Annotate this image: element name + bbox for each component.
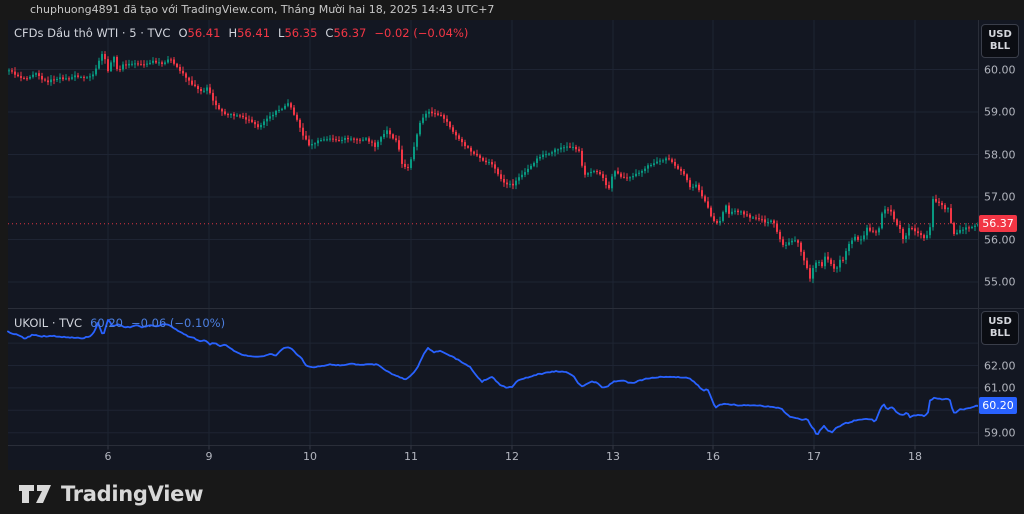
time-tick-13: 13 xyxy=(606,450,620,463)
ukoil-legend: UKOIL · TVC 60.20 −0.06 (−0.10%) xyxy=(14,316,225,330)
ukoil-price-tick-61.00: 61.00 xyxy=(984,381,1016,395)
wti-symbol-title: CFDs Dầu thô WTI · 5 · TVC xyxy=(14,26,171,40)
ukoil-unit-badge: USD BLL xyxy=(981,311,1019,345)
wti-price-tick-55.00: 55.00 xyxy=(984,275,1016,289)
wti-price-tick-58.00: 58.00 xyxy=(984,148,1016,161)
wti-price-tick-57.00: 57.00 xyxy=(984,190,1016,204)
wti-open-label: O xyxy=(178,26,188,40)
time-tick-11: 11 xyxy=(404,450,418,463)
ukoil-last-value: 60.20 xyxy=(90,316,124,330)
time-tick-18: 18 xyxy=(908,450,922,463)
ukoil-unit-measure: BLL xyxy=(989,328,1011,339)
tradingview-logo-text: TradingView xyxy=(61,482,204,506)
ukoil-symbol-title: UKOIL · TVC xyxy=(14,316,83,330)
wti-close-label: C xyxy=(325,26,334,40)
wti-last-price-tag: 56.37 xyxy=(979,215,1017,233)
time-tick-17: 17 xyxy=(807,450,821,463)
wti-close-value: 56.37 xyxy=(333,26,367,40)
ukoil-unit-currency: USD xyxy=(988,316,1012,327)
wti-price-tick-56.00: 56.00 xyxy=(984,233,1016,246)
wti-high-label: H xyxy=(228,26,238,40)
tradingview-logo[interactable]: TradingView xyxy=(18,482,203,506)
ukoil-last-price-tag: 60.20 xyxy=(979,397,1017,415)
ukoil-change: −0.06 (−0.10%) xyxy=(131,316,226,330)
time-tick-10: 10 xyxy=(303,450,317,463)
wti-unit-badge: USD BLL xyxy=(981,24,1019,58)
wti-low-value: 56.35 xyxy=(284,26,318,40)
wti-change: −0.02 (−0.04%) xyxy=(374,26,469,40)
wti-price-tick-60.00: 60.00 xyxy=(984,63,1016,76)
time-tick-12: 12 xyxy=(505,450,519,463)
wti-unit-currency: USD xyxy=(988,29,1012,40)
attribution-text: chuphuong4891 đã tạo với TradingView.com… xyxy=(30,3,495,16)
ukoil-price-tick-62.00: 62.00 xyxy=(984,359,1016,372)
wti-low-label: L xyxy=(278,26,285,40)
wti-price-tick-59.00: 59.00 xyxy=(984,105,1016,119)
ukoil-price-tick-59.00: 59.00 xyxy=(984,426,1016,440)
wti-high-value: 56.41 xyxy=(237,26,271,40)
time-tick-6: 6 xyxy=(104,450,112,463)
wti-open-value: 56.41 xyxy=(187,26,221,40)
wti-legend: CFDs Dầu thô WTI · 5 · TVC O56.41 H56.41 L5… xyxy=(14,26,468,40)
attribution-bar: chuphuong4891 đã tạo với TradingView.com… xyxy=(0,0,1024,20)
time-tick-9: 9 xyxy=(205,450,213,463)
time-tick-16: 16 xyxy=(706,450,720,463)
tradingview-logo-icon xyxy=(19,485,51,503)
wti-unit-measure: BLL xyxy=(989,41,1011,52)
